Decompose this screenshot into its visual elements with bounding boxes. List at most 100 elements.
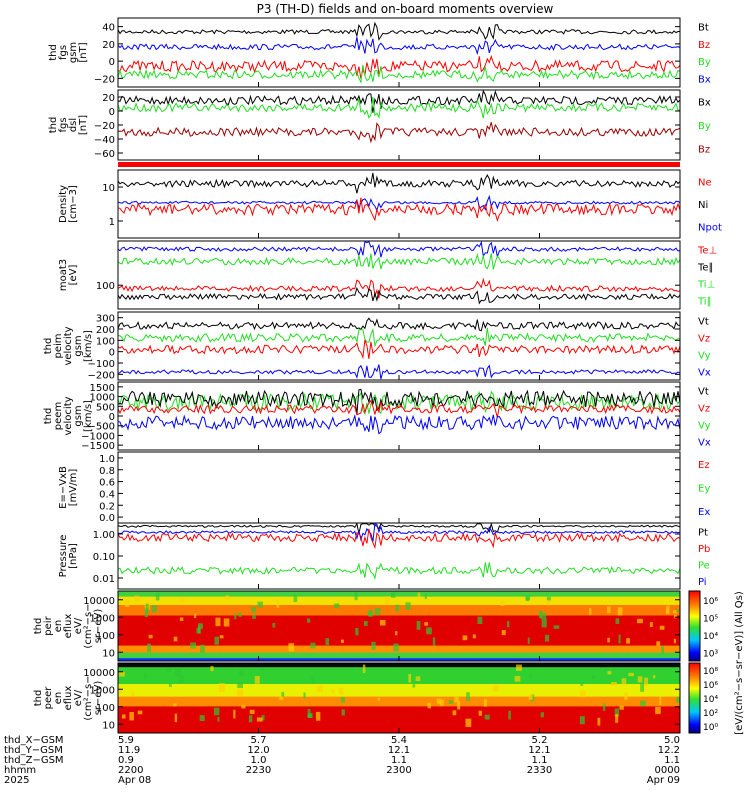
y-tick-label: 1000 xyxy=(90,393,115,404)
legend-Ti∥: Ti∥ xyxy=(697,297,712,308)
heatmap-texture xyxy=(637,676,643,683)
heatmap-texture xyxy=(238,612,242,617)
heatmap-texture xyxy=(614,708,620,717)
heatmap-texture xyxy=(217,717,220,722)
series-Pb xyxy=(117,528,681,550)
heatmap-texture xyxy=(166,668,172,672)
heatmap-texture xyxy=(465,718,472,727)
x-tick-x: 5.4 xyxy=(391,735,407,746)
heatmap-texture xyxy=(210,666,214,672)
heatmap-texture xyxy=(426,627,432,635)
heatmap-texture xyxy=(540,712,544,718)
y-tick-label: 20 xyxy=(102,40,115,51)
colorbar xyxy=(688,590,701,662)
heatmap-texture xyxy=(219,683,225,693)
heatmap-texture xyxy=(174,713,178,723)
y-tick-label: 10 xyxy=(102,183,115,194)
series-Vx xyxy=(117,414,681,435)
heatmap-texture xyxy=(528,674,532,679)
heatmap-texture xyxy=(610,682,617,686)
heatmap-texture xyxy=(288,643,295,652)
colorbar-unit-label: [eV/(cm²−s−sr−eV)] (All Qs) xyxy=(734,591,745,735)
x-tick-x: 5.0 xyxy=(664,735,680,746)
heatmap-texture xyxy=(257,601,264,608)
y-tick-label: 0 xyxy=(109,348,115,359)
heatmap-texture xyxy=(124,599,130,607)
series-Ti∥ xyxy=(117,252,681,270)
heatmap-band xyxy=(118,615,680,647)
heatmap-texture xyxy=(241,705,246,709)
heatmap-texture xyxy=(199,715,205,722)
heatmap-texture xyxy=(377,697,381,701)
legend-Pb: Pb xyxy=(698,544,710,555)
series-Vz xyxy=(117,339,681,360)
heatmap-texture xyxy=(408,673,412,683)
heatmap-texture xyxy=(457,701,461,710)
y-tick-label: 200 xyxy=(96,325,115,336)
heatmap-texture xyxy=(354,591,358,601)
heatmap-texture xyxy=(331,689,335,694)
panel-p4: moat3[eV] 100 Te⊥ Te∥ Ti⊥ Ti∥ xyxy=(58,240,717,310)
heatmap-band xyxy=(118,596,680,606)
heatmap-band xyxy=(118,663,680,668)
y-axis-label-line: sr−eV) xyxy=(93,609,104,644)
heatmap-texture xyxy=(500,599,505,606)
x-tick-z: 1.1 xyxy=(664,755,680,766)
heatmap-texture xyxy=(198,623,203,629)
heatmap-texture xyxy=(251,607,256,613)
y-axis-label: thdfgsgsm[nT] xyxy=(48,42,89,63)
legend-Ne: Ne xyxy=(698,177,712,188)
y-axis-label-line: (cm²−s− xyxy=(83,603,94,648)
y-tick-label: 300 xyxy=(96,314,115,325)
y-axis-label-line: eV/ xyxy=(73,617,84,634)
y-tick-label: 100 xyxy=(96,703,115,714)
heatmap-texture xyxy=(525,595,531,601)
heatmap-texture xyxy=(541,618,547,628)
heatmap-band xyxy=(118,645,680,654)
heatmap-texture xyxy=(131,691,135,697)
heatmap-band xyxy=(118,696,680,707)
heatmap-texture xyxy=(363,621,368,626)
heatmap-texture xyxy=(145,603,149,613)
x-tick-y: 12.1 xyxy=(528,745,550,756)
y-axis-label-line: fgs xyxy=(58,117,69,132)
series-Ne xyxy=(117,197,681,223)
heatmap-texture xyxy=(626,638,630,644)
heatmap-texture xyxy=(395,604,400,612)
heatmap-texture xyxy=(644,677,649,687)
heatmap-texture xyxy=(417,592,421,597)
heatmap-texture xyxy=(215,617,221,627)
colorbar-label: 10⁸ xyxy=(703,667,718,677)
heatmap-texture xyxy=(492,684,499,692)
y-tick-label: 0 xyxy=(109,57,115,68)
y-axis-label-line: en xyxy=(53,620,64,633)
y-axis-label-line: E=−VxB xyxy=(58,466,69,509)
heatmap-texture xyxy=(293,594,298,602)
legend-Bz: Bz xyxy=(698,144,710,155)
panel-p9: thdpeirenefluxeV/(cm²−s−sr−eV)1000010001… xyxy=(33,590,681,662)
legend-Te∥: Te∥ xyxy=(697,263,714,274)
x-tick-date: Apr 08 xyxy=(118,775,151,786)
legend-Npot: Npot xyxy=(698,223,722,234)
y-tick-label: 10000 xyxy=(83,596,115,607)
y-axis-label: moat3[eV] xyxy=(58,259,79,291)
heatmap-texture xyxy=(180,598,186,602)
heatmap-texture xyxy=(134,595,140,602)
heatmap-texture xyxy=(173,636,178,642)
heatmap-texture xyxy=(462,635,468,641)
legend-Vt: Vt xyxy=(698,317,709,328)
heatmap-texture xyxy=(615,618,620,625)
heatmap-texture xyxy=(412,684,416,688)
y-tick-label: 0.0 xyxy=(99,513,115,524)
y-tick-label: −20 xyxy=(94,121,115,132)
heatmap-texture xyxy=(238,669,244,676)
x-tick-z: 1.1 xyxy=(391,755,407,766)
heatmap-texture xyxy=(579,716,585,725)
heatmap-texture xyxy=(659,625,665,630)
heatmap-texture xyxy=(237,681,243,689)
heatmap-texture xyxy=(393,643,399,652)
series-Ni xyxy=(117,172,681,194)
y-tick-label: −40 xyxy=(94,135,115,146)
y-axis-label-line: [km/s] xyxy=(83,400,94,432)
heatmap-texture xyxy=(223,618,230,627)
